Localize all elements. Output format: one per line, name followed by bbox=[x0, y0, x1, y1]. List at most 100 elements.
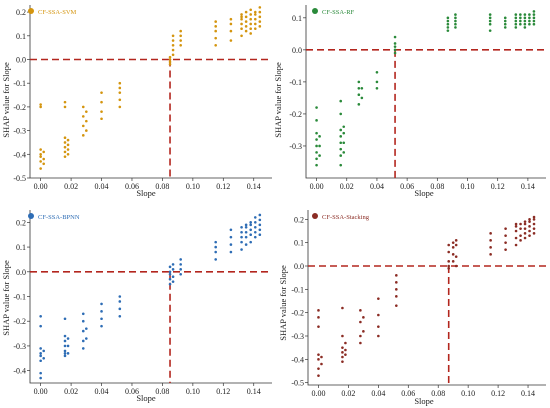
data-point bbox=[81, 134, 85, 137]
data-point bbox=[39, 352, 42, 355]
data-point bbox=[214, 29, 217, 33]
y-tick-label: -0.3 bbox=[13, 127, 26, 136]
y-tick-label: -0.2 bbox=[13, 317, 26, 326]
data-point bbox=[171, 275, 175, 279]
data-point bbox=[214, 240, 217, 244]
data-point bbox=[63, 334, 67, 338]
data-point bbox=[454, 239, 458, 242]
data-point bbox=[362, 316, 365, 319]
data-point bbox=[100, 324, 103, 328]
data-point bbox=[39, 153, 42, 156]
data-point bbox=[341, 360, 344, 363]
data-point bbox=[523, 220, 527, 223]
data-point bbox=[244, 25, 248, 28]
legend-label: CF-SSA-Stacking bbox=[322, 214, 370, 221]
data-point bbox=[339, 135, 343, 138]
data-point bbox=[39, 376, 42, 380]
data-point bbox=[253, 226, 257, 229]
data-point bbox=[503, 16, 507, 20]
data-point bbox=[229, 22, 233, 26]
data-point bbox=[253, 17, 257, 21]
x-tick-label: 0.12 bbox=[216, 182, 230, 191]
data-point bbox=[168, 60, 172, 64]
data-point bbox=[519, 22, 522, 26]
data-point bbox=[528, 229, 531, 233]
data-point bbox=[249, 8, 252, 12]
data-point bbox=[168, 272, 172, 276]
data-point bbox=[514, 22, 518, 26]
data-point bbox=[39, 359, 42, 363]
data-point bbox=[229, 29, 233, 33]
data-point bbox=[81, 124, 85, 128]
y-axis-label: SHAP value for Slope bbox=[273, 62, 283, 138]
data-point bbox=[339, 147, 343, 151]
data-point bbox=[63, 105, 67, 109]
data-point bbox=[258, 10, 262, 14]
data-point bbox=[244, 243, 248, 246]
x-tick-label: 0.04 bbox=[95, 387, 109, 396]
data-point bbox=[528, 234, 531, 237]
data-point bbox=[42, 162, 45, 166]
data-point bbox=[339, 112, 343, 116]
panel-svm: SHAP value for Slope Slope -0.5 -0.4 -0.3 -… bbox=[1, 5, 272, 198]
data-point bbox=[528, 13, 531, 16]
data-point bbox=[240, 240, 243, 244]
data-point bbox=[63, 100, 67, 104]
data-point bbox=[100, 91, 103, 94]
x-tick-label: 0.12 bbox=[491, 182, 505, 191]
data-point bbox=[39, 105, 42, 109]
data-point bbox=[214, 43, 217, 47]
data-point bbox=[63, 344, 67, 348]
y-tick-label: -0.4 bbox=[291, 355, 304, 364]
data-point bbox=[258, 233, 262, 237]
data-point bbox=[100, 100, 103, 104]
data-point bbox=[85, 327, 88, 330]
data-point bbox=[171, 34, 175, 38]
data-point bbox=[532, 13, 536, 16]
data-point bbox=[100, 317, 103, 321]
data-point bbox=[42, 150, 45, 154]
data-point bbox=[63, 354, 67, 358]
y-tick-label: -0.1 bbox=[289, 78, 302, 87]
panel-stacking: SHAP value for Slope Slope -0.5 -0.4 -0.3 -… bbox=[278, 210, 546, 406]
data-point bbox=[341, 334, 344, 338]
data-point bbox=[244, 15, 248, 19]
x-tick-label: 0.06 bbox=[125, 182, 139, 191]
data-point bbox=[488, 22, 492, 26]
data-point bbox=[315, 138, 318, 141]
data-point bbox=[42, 349, 45, 353]
data-point bbox=[317, 353, 320, 356]
data-point bbox=[318, 154, 321, 157]
data-point bbox=[118, 98, 122, 102]
data-point bbox=[532, 16, 536, 20]
data-point bbox=[339, 163, 343, 167]
data-point bbox=[81, 339, 85, 343]
y-tick-label: -0.2 bbox=[291, 309, 304, 318]
y-tick-label: 0.0 bbox=[294, 262, 304, 271]
data-point bbox=[519, 16, 522, 20]
data-point bbox=[446, 22, 450, 26]
x-tick-label: 0.08 bbox=[155, 387, 169, 396]
data-point bbox=[253, 27, 257, 30]
data-point bbox=[100, 117, 103, 121]
data-point bbox=[489, 253, 492, 256]
x-tick-label: 0.10 bbox=[186, 387, 200, 396]
data-point bbox=[118, 307, 122, 311]
y-tick-label: -0.1 bbox=[13, 79, 26, 88]
data-point bbox=[315, 106, 318, 109]
data-point bbox=[315, 157, 318, 161]
data-point bbox=[503, 22, 507, 26]
data-point bbox=[214, 36, 217, 40]
x-tick-label: 0.04 bbox=[95, 182, 109, 191]
data-point bbox=[42, 356, 45, 360]
data-point bbox=[488, 13, 492, 16]
data-point bbox=[63, 317, 67, 321]
data-point bbox=[451, 260, 455, 263]
data-point bbox=[528, 16, 531, 20]
data-point bbox=[523, 13, 527, 16]
data-point bbox=[240, 15, 243, 19]
data-point bbox=[258, 223, 262, 227]
x-tick-label: 0.08 bbox=[155, 182, 169, 191]
data-point bbox=[532, 218, 536, 221]
data-point bbox=[393, 35, 397, 39]
